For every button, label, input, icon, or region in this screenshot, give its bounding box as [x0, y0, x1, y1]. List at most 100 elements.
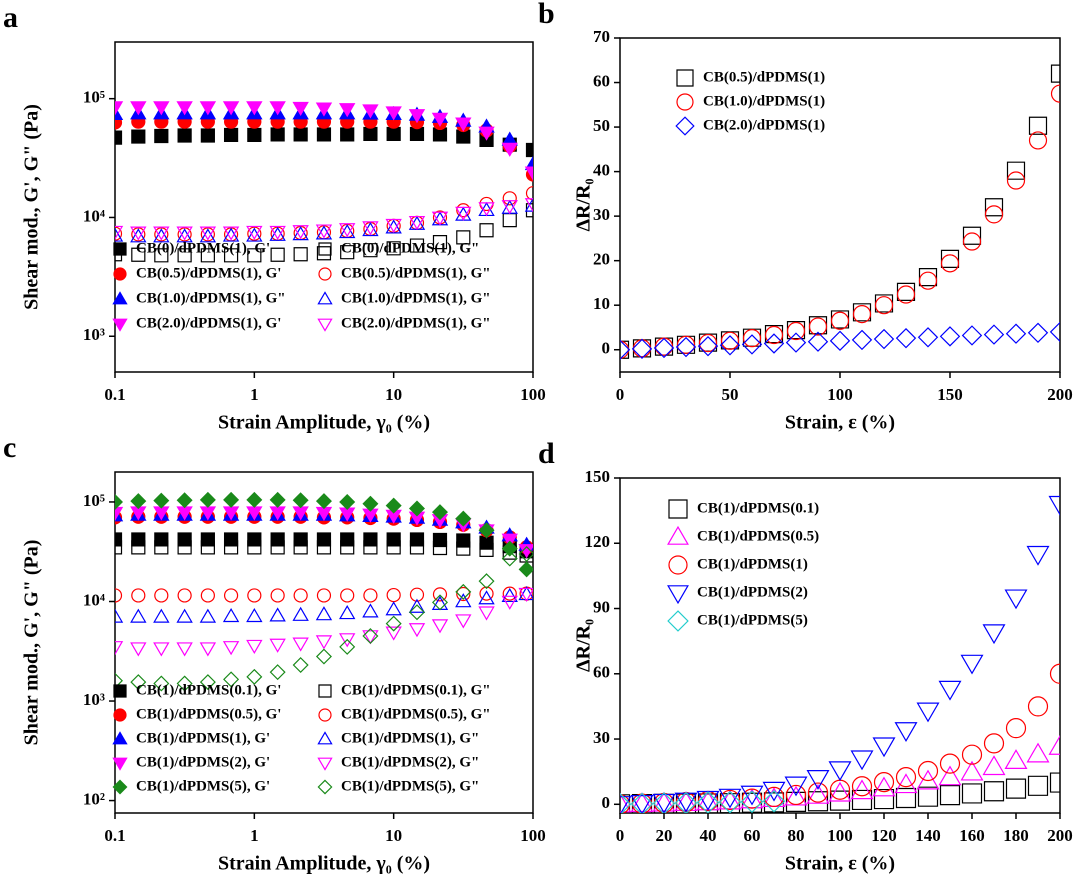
data-point [762, 789, 786, 813]
legend-label: CB(1)/dPDMS(2), G" [341, 754, 479, 770]
data-point [153, 675, 170, 692]
data-point [431, 594, 448, 611]
data-point [293, 588, 308, 603]
legend-label: CB(2.0)/dPDMS(1), G" [341, 315, 491, 331]
data-point [362, 495, 379, 512]
data-point [363, 243, 378, 258]
data-point [982, 624, 1006, 645]
data-point [828, 781, 852, 802]
data-point [431, 211, 449, 226]
data-point [938, 765, 962, 786]
data-point [938, 680, 962, 701]
data-point [939, 753, 961, 774]
legend-marker [676, 93, 694, 111]
legend-marker [317, 291, 333, 305]
data-point [652, 792, 676, 813]
data-point [386, 587, 401, 603]
data-point [961, 325, 983, 346]
data-point [806, 783, 830, 804]
data-point [697, 793, 719, 813]
data-point [293, 225, 308, 241]
data-point [1004, 749, 1028, 769]
data-point [292, 606, 309, 621]
legend-marker [318, 267, 332, 281]
plot-frame [619, 37, 1061, 373]
data-point [316, 540, 332, 555]
data-point [501, 595, 518, 610]
data-point [246, 101, 263, 116]
data-point [829, 330, 851, 352]
data-point [502, 191, 517, 206]
data-point [518, 587, 533, 602]
data-point [409, 238, 425, 253]
data-point [620, 794, 631, 813]
data-point [292, 225, 309, 240]
x-tick-label: 0 [616, 385, 625, 404]
data-point [269, 101, 286, 116]
data-point [408, 623, 426, 638]
data-point [478, 606, 495, 621]
data-point [409, 126, 425, 142]
y-tick-label: 10 [593, 294, 610, 313]
x-tick-label: 10 [385, 826, 402, 845]
data-point [1006, 161, 1026, 180]
legend-label: CB(0.5)/dPDMS(1), G' [136, 265, 281, 281]
legend-marker [667, 610, 689, 632]
markers [115, 101, 533, 263]
x-tick-label: 180 [1003, 826, 1029, 845]
data-point [653, 792, 675, 813]
data-point [807, 331, 829, 352]
data-point [675, 336, 697, 358]
data-point [315, 224, 333, 239]
y-tick-label: 90 [593, 597, 610, 616]
data-point [247, 532, 262, 547]
data-point [455, 614, 472, 629]
data-point [918, 271, 938, 290]
data-point [518, 546, 533, 563]
legend-label: CB(1)/dPDMS(1), G" [341, 730, 479, 746]
data-point [478, 522, 495, 539]
legend-label: CB(0.5)/dPDMS(1), G" [341, 265, 491, 281]
data-point [479, 223, 494, 238]
legend-marker [317, 779, 333, 795]
data-point [850, 779, 874, 800]
data-point [873, 772, 895, 793]
data-point [115, 506, 124, 522]
data-point [385, 615, 402, 632]
data-point [502, 213, 517, 228]
data-point [200, 227, 215, 242]
data-point [154, 588, 169, 603]
data-point [386, 126, 401, 142]
y-tick-label: 10⁴ [83, 590, 105, 609]
data-point [386, 241, 401, 256]
data-point [222, 226, 240, 241]
data-point [200, 248, 215, 263]
plot-frame [619, 477, 1061, 814]
data-point [363, 588, 378, 603]
data-point [524, 166, 533, 181]
data-point [1006, 171, 1026, 190]
data-point [200, 540, 215, 555]
panel: 0 20 40 60 80 100 120 140 160 180 200 0 30 60 90 120 150… [538, 437, 1073, 875]
legend-label: CB(1.0)/dPDMS(1), G" [136, 290, 286, 306]
data-point [177, 248, 192, 263]
data-point [246, 607, 263, 623]
legend-label: CB(0.5)/dPDMS(1) [703, 69, 825, 85]
data-point [1005, 718, 1027, 739]
legend-label: CB(1)/dPDMS(0.5) [697, 528, 819, 544]
data-point [293, 247, 308, 262]
y-tick-label: 10³ [83, 690, 105, 709]
data-point [362, 221, 379, 237]
data-point [315, 102, 333, 117]
data-point [363, 126, 378, 142]
data-point [961, 783, 983, 804]
data-point [984, 205, 1004, 224]
data-point [222, 641, 240, 656]
data-point [501, 533, 518, 548]
x-tick-label: 140 [915, 826, 941, 845]
data-point [939, 785, 961, 806]
data-point [386, 532, 401, 547]
data-point [339, 223, 356, 238]
data-point [807, 791, 829, 812]
data-point [177, 588, 192, 603]
